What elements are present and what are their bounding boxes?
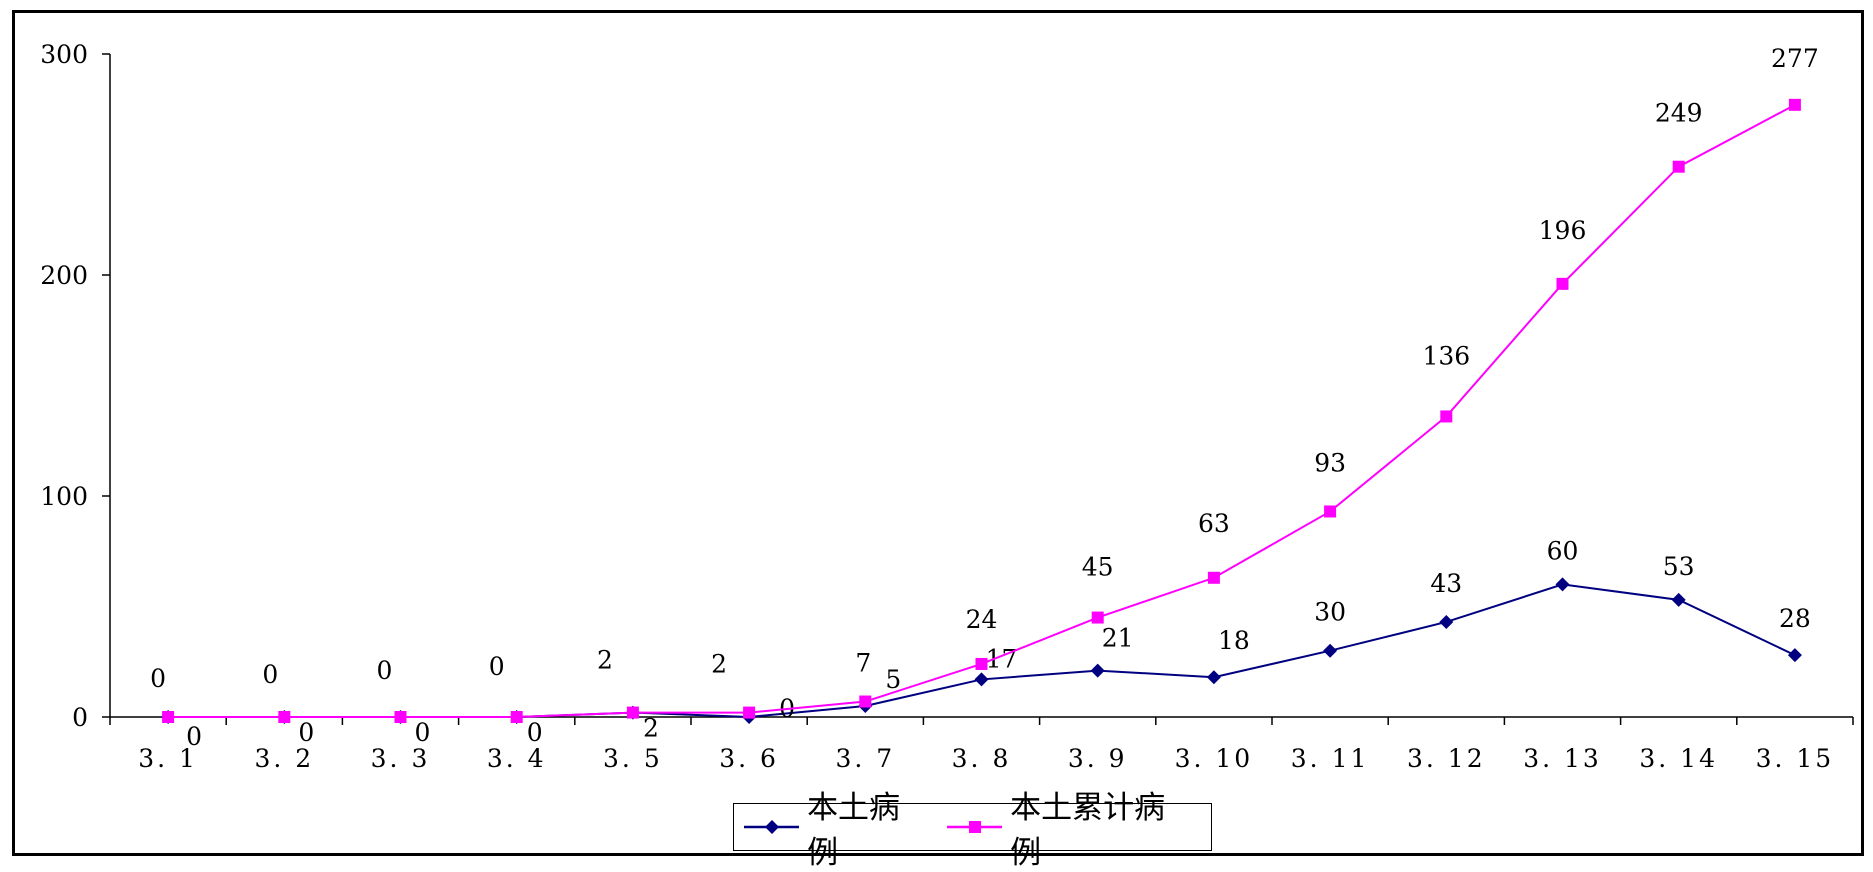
x-tick-label: 3. 6 bbox=[719, 744, 779, 773]
data-point-square bbox=[1788, 98, 1801, 111]
data-point-square bbox=[278, 711, 291, 723]
data-label: 0 bbox=[527, 718, 543, 747]
data-label: 24 bbox=[966, 605, 998, 634]
data-label: 0 bbox=[262, 660, 278, 689]
data-label: 136 bbox=[1422, 341, 1470, 370]
data-point-square bbox=[1324, 505, 1337, 518]
data-point-square bbox=[1556, 277, 1569, 290]
x-tick-label: 3. 15 bbox=[1756, 744, 1835, 773]
legend-label: 本土病例 bbox=[807, 790, 901, 871]
legend: 本土病例 本土累计病例 bbox=[733, 790, 1212, 871]
data-point-diamond bbox=[1555, 577, 1570, 592]
data-label: 0 bbox=[489, 652, 505, 681]
data-label: 5 bbox=[885, 665, 901, 694]
data-label: 7 bbox=[855, 649, 871, 678]
x-tick-label: 3. 11 bbox=[1291, 744, 1370, 773]
data-point-diamond bbox=[1787, 648, 1802, 663]
x-tick-label: 3. 13 bbox=[1523, 744, 1602, 773]
x-tick-label: 3. 5 bbox=[603, 744, 663, 773]
data-point-square bbox=[626, 706, 639, 719]
data-label: 249 bbox=[1655, 99, 1703, 128]
data-label: 53 bbox=[1663, 552, 1695, 581]
x-tick-label: 3. 2 bbox=[254, 744, 314, 773]
data-point-square bbox=[510, 711, 523, 723]
x-tick-label: 3. 9 bbox=[1068, 744, 1128, 773]
y-tick-label: 0 bbox=[72, 703, 88, 732]
data-label: 2 bbox=[711, 650, 727, 679]
x-tick-label: 3. 7 bbox=[835, 744, 895, 773]
legend-item-local-cases: 本土病例 bbox=[744, 782, 929, 872]
data-label: 2 bbox=[643, 714, 659, 743]
data-label: 21 bbox=[1102, 624, 1134, 653]
data-point-square bbox=[975, 657, 988, 670]
y-tick-label: 300 bbox=[40, 40, 88, 69]
data-label: 2 bbox=[597, 646, 613, 675]
data-point-square bbox=[1440, 410, 1453, 423]
data-point-diamond bbox=[1671, 592, 1686, 607]
data-point-square bbox=[394, 711, 407, 723]
data-label: 18 bbox=[1218, 626, 1250, 655]
y-tick-label: 100 bbox=[40, 482, 88, 511]
y-tick-label: 200 bbox=[40, 261, 88, 290]
data-label: 196 bbox=[1539, 216, 1587, 245]
chart-frame bbox=[12, 10, 1864, 856]
x-tick-label: 3. 14 bbox=[1639, 744, 1718, 773]
data-point-diamond bbox=[1090, 663, 1105, 678]
data-label: 0 bbox=[377, 656, 393, 685]
data-label: 93 bbox=[1314, 448, 1346, 477]
data-point-square bbox=[162, 711, 175, 723]
data-label: 0 bbox=[186, 722, 202, 751]
data-point-diamond bbox=[1206, 670, 1221, 685]
data-label: 277 bbox=[1771, 44, 1819, 73]
data-point-square bbox=[859, 695, 872, 708]
x-tick-label: 3. 3 bbox=[371, 744, 431, 773]
legend-label: 本土累计病例 bbox=[1010, 790, 1166, 871]
data-label: 30 bbox=[1314, 598, 1346, 627]
data-label: 45 bbox=[1082, 553, 1114, 582]
data-label: 60 bbox=[1547, 536, 1579, 565]
data-label: 28 bbox=[1779, 604, 1811, 633]
data-label: 17 bbox=[986, 644, 1018, 673]
data-point-diamond bbox=[974, 672, 989, 687]
data-label: 0 bbox=[150, 664, 166, 693]
data-point-square bbox=[1091, 611, 1104, 624]
x-tick-label: 3. 4 bbox=[487, 744, 547, 773]
legend-item-cumulative-cases: 本土累计病例 bbox=[947, 782, 1193, 872]
x-tick-label: 3. 1 bbox=[138, 744, 198, 773]
data-point-diamond bbox=[1323, 643, 1338, 658]
data-label: 63 bbox=[1198, 509, 1230, 538]
data-point-square bbox=[1207, 571, 1220, 584]
data-label: 0 bbox=[415, 718, 431, 747]
data-point-square bbox=[743, 706, 756, 719]
data-label: 43 bbox=[1430, 569, 1462, 598]
square-marker-icon bbox=[947, 821, 1003, 833]
x-tick-label: 3. 12 bbox=[1407, 744, 1486, 773]
data-point-square bbox=[1672, 160, 1685, 173]
data-point-diamond bbox=[1439, 614, 1454, 629]
x-tick-label: 3. 10 bbox=[1175, 744, 1254, 773]
data-label: 0 bbox=[298, 718, 314, 747]
x-tick-label: 3. 8 bbox=[952, 744, 1012, 773]
diamond-marker-icon bbox=[744, 820, 800, 834]
